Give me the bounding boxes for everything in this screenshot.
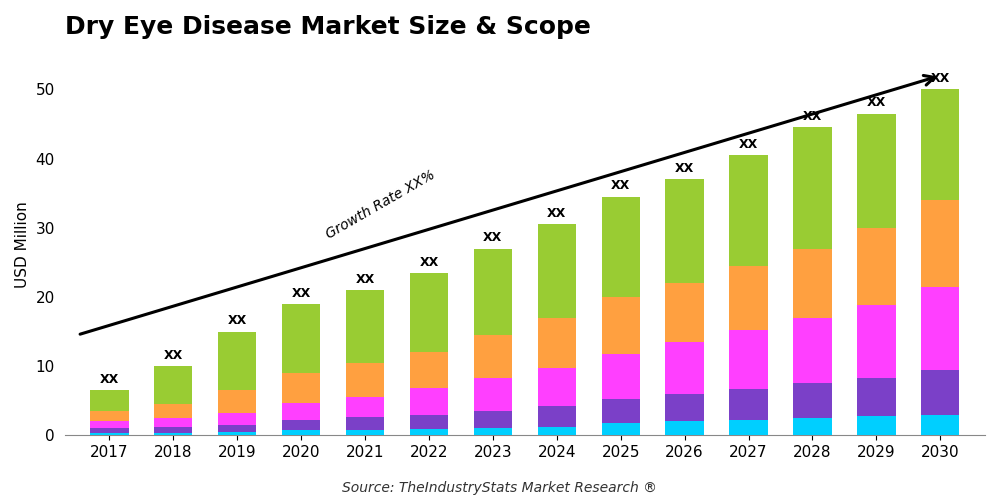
Bar <box>665 342 704 394</box>
Bar <box>793 418 832 436</box>
Bar <box>282 420 320 430</box>
Bar <box>346 290 384 362</box>
Bar <box>602 423 640 436</box>
Bar <box>474 428 512 436</box>
Bar <box>154 427 192 432</box>
Bar <box>665 180 704 283</box>
Bar <box>793 128 832 248</box>
Text: XX: XX <box>739 138 758 151</box>
Bar <box>410 388 448 415</box>
Text: XX: XX <box>547 207 566 220</box>
Text: XX: XX <box>483 232 502 244</box>
Bar <box>474 378 512 411</box>
Text: XX: XX <box>675 162 694 175</box>
Bar <box>90 390 129 411</box>
Bar <box>154 432 192 436</box>
Bar <box>410 429 448 436</box>
Bar <box>474 335 512 378</box>
Bar <box>282 373 320 403</box>
Bar <box>665 283 704 342</box>
Text: XX: XX <box>931 72 950 86</box>
Bar <box>90 428 129 432</box>
Y-axis label: USD Million: USD Million <box>15 202 30 288</box>
Text: XX: XX <box>611 180 630 192</box>
Bar <box>90 432 129 436</box>
Bar <box>218 332 256 390</box>
Bar <box>729 330 768 389</box>
Bar <box>793 318 832 384</box>
Bar <box>154 404 192 418</box>
Bar <box>410 415 448 429</box>
Bar <box>218 390 256 413</box>
Bar <box>474 411 512 428</box>
Bar <box>857 305 896 378</box>
Bar <box>857 114 896 228</box>
Text: XX: XX <box>355 273 375 286</box>
Bar <box>346 418 384 430</box>
Bar <box>218 413 256 425</box>
Bar <box>538 368 576 406</box>
Bar <box>602 354 640 399</box>
Bar <box>282 304 320 373</box>
Bar <box>665 422 704 436</box>
Bar <box>729 155 768 266</box>
Bar <box>729 266 768 330</box>
Text: XX: XX <box>867 96 886 110</box>
Bar <box>410 272 448 352</box>
Bar <box>921 286 959 370</box>
Bar <box>793 384 832 418</box>
Text: XX: XX <box>100 373 119 386</box>
Bar <box>857 378 896 416</box>
Bar <box>729 389 768 420</box>
Bar <box>857 416 896 436</box>
Bar <box>218 425 256 432</box>
Bar <box>346 396 384 417</box>
Bar <box>602 398 640 423</box>
Text: XX: XX <box>803 110 822 124</box>
Bar <box>921 414 959 436</box>
Bar <box>538 427 576 436</box>
Bar <box>538 406 576 427</box>
Text: XX: XX <box>419 256 439 268</box>
Bar <box>282 430 320 436</box>
Text: Growth Rate XX%: Growth Rate XX% <box>324 168 438 242</box>
Bar <box>665 394 704 421</box>
Bar <box>729 420 768 436</box>
Bar <box>538 318 576 368</box>
Bar <box>154 418 192 427</box>
Text: XX: XX <box>164 349 183 362</box>
Text: Source: TheIndustryStats Market Research ®: Source: TheIndustryStats Market Research… <box>342 481 658 495</box>
Bar <box>218 432 256 436</box>
Bar <box>857 228 896 305</box>
Bar <box>602 297 640 354</box>
Bar <box>282 403 320 420</box>
Bar <box>921 370 959 414</box>
Bar <box>921 200 959 286</box>
Bar <box>410 352 448 388</box>
Bar <box>346 362 384 396</box>
Bar <box>602 196 640 297</box>
Bar <box>90 411 129 422</box>
Text: Dry Eye Disease Market Size & Scope: Dry Eye Disease Market Size & Scope <box>65 15 591 39</box>
Text: XX: XX <box>228 314 247 328</box>
Bar <box>921 90 959 200</box>
Text: XX: XX <box>292 286 311 300</box>
Bar <box>793 248 832 318</box>
Bar <box>538 224 576 318</box>
Bar <box>474 248 512 335</box>
Bar <box>346 430 384 436</box>
Bar <box>90 422 129 428</box>
Bar <box>154 366 192 404</box>
